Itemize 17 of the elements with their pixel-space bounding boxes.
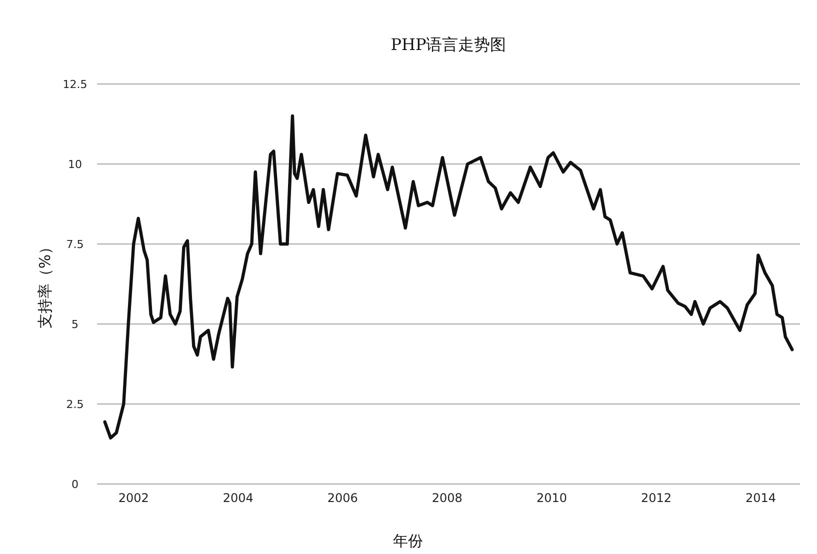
- y-tick-label: 10: [68, 158, 82, 171]
- x-tick-label: 2008: [432, 491, 462, 505]
- x-tick-label: 2010: [536, 491, 567, 505]
- x-tick-label: 2004: [222, 491, 254, 505]
- y-tick-label: 2.5: [66, 398, 84, 411]
- x-tick-label: 2002: [118, 491, 149, 505]
- y-tick-label: 12.5: [62, 78, 88, 91]
- y-axis-title: 支持率（%）: [36, 239, 54, 329]
- y-tick-label: 0: [72, 478, 78, 491]
- x-tick-label: 2012: [640, 491, 672, 505]
- y-tick-label: 5: [72, 318, 78, 331]
- y-tick-label: 7.5: [66, 238, 84, 251]
- x-tick-label: 2014: [746, 491, 776, 505]
- x-axis-title: 年份: [393, 532, 423, 550]
- x-tick-label: 2006: [327, 491, 358, 505]
- line-series: [103, 114, 794, 440]
- chart-title: PHP语言走势图: [390, 35, 506, 54]
